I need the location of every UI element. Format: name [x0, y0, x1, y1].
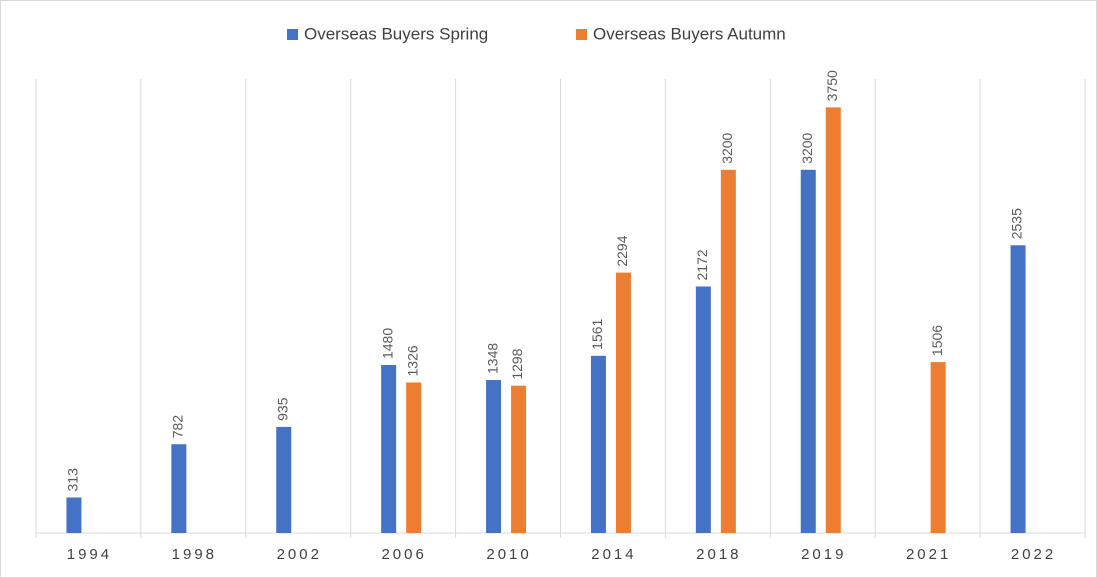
- data-label: 1561: [589, 318, 605, 349]
- bar: [1010, 245, 1026, 533]
- bar: [825, 107, 841, 533]
- bar: [171, 444, 187, 533]
- data-label: 3750: [824, 70, 840, 101]
- legend-swatch: [576, 29, 587, 40]
- bar: [486, 380, 502, 533]
- data-label: 313: [65, 468, 81, 492]
- bar: [406, 382, 422, 533]
- bar: [276, 426, 292, 533]
- x-tick-label: 2002: [277, 546, 322, 563]
- x-tick-label: 2010: [486, 546, 531, 563]
- bar: [615, 272, 631, 533]
- data-label: 1326: [404, 345, 420, 376]
- x-tick-label: 2021: [906, 546, 951, 563]
- bar: [930, 362, 946, 533]
- data-label: 1348: [484, 343, 500, 374]
- x-tick-label: 1998: [172, 546, 217, 563]
- data-label: 935: [274, 397, 290, 421]
- bar: [800, 169, 816, 534]
- bar: [511, 385, 527, 533]
- bar: [590, 355, 606, 533]
- data-label: 1506: [929, 325, 945, 356]
- legend-text: Overseas Buyers Autumn: [593, 24, 786, 43]
- bar: [695, 286, 711, 533]
- data-label: 782: [170, 415, 186, 439]
- data-label: 2294: [614, 235, 630, 266]
- x-tick-label: 2006: [381, 546, 426, 563]
- legend-swatch: [287, 29, 298, 40]
- x-tick-label: 2022: [1011, 546, 1056, 563]
- data-label: 2535: [1009, 208, 1025, 239]
- x-tick-label: 2014: [591, 546, 636, 563]
- data-label: 1298: [509, 348, 525, 379]
- bar: [381, 365, 397, 533]
- data-label: 3200: [799, 132, 815, 163]
- x-tick-label: 2018: [696, 546, 741, 563]
- x-tick-label: 1994: [67, 546, 112, 563]
- x-tick-label: 2019: [801, 546, 846, 563]
- bar: [66, 497, 82, 533]
- bar: [720, 169, 736, 534]
- legend-text: Overseas Buyers Spring: [304, 24, 488, 43]
- data-label: 1480: [379, 328, 395, 359]
- data-label: 2172: [694, 249, 710, 280]
- data-label: 3200: [719, 132, 735, 163]
